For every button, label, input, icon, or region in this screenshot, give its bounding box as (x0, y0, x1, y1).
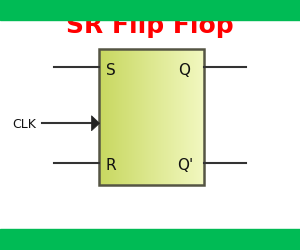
Text: R: R (106, 158, 116, 172)
Text: SR Flip Flop: SR Flip Flop (66, 14, 234, 38)
Text: CLK: CLK (12, 117, 36, 130)
Text: Q: Q (178, 62, 190, 78)
Text: Q': Q' (177, 158, 193, 172)
Text: S: S (106, 62, 115, 78)
Polygon shape (92, 116, 100, 131)
Bar (99, 50, 204, 185)
